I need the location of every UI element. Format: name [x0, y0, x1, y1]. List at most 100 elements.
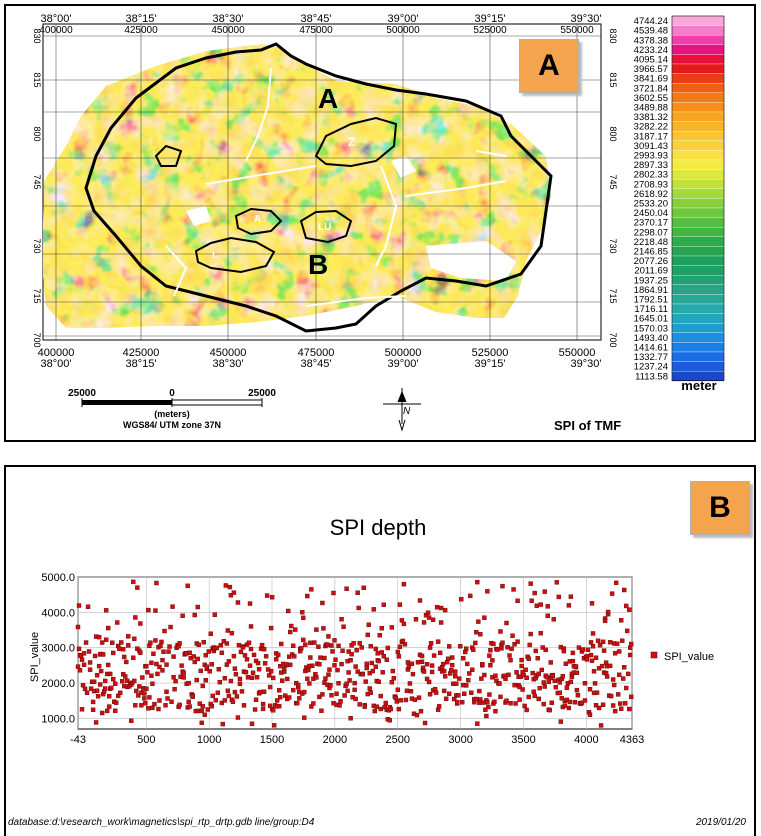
data-point	[437, 650, 443, 656]
data-point	[618, 618, 624, 623]
data-point	[311, 701, 316, 706]
data-point	[618, 706, 624, 711]
data-point	[626, 671, 631, 677]
data-point	[277, 663, 283, 669]
data-point	[214, 645, 220, 651]
data-point	[549, 700, 554, 705]
data-point	[83, 640, 89, 645]
data-point	[180, 613, 185, 618]
data-point	[99, 710, 105, 716]
data-point	[584, 657, 590, 662]
data-point	[537, 685, 542, 691]
data-point	[282, 666, 287, 671]
lat-label-left: 745	[32, 174, 42, 189]
top-lon-label: 38°45'	[301, 13, 332, 25]
data-point	[146, 706, 151, 711]
legend-swatch	[671, 303, 725, 314]
data-point	[262, 661, 268, 666]
data-point	[314, 675, 319, 680]
legend-series-name: SPI_value	[664, 651, 714, 663]
data-point	[395, 687, 401, 692]
data-point	[523, 667, 528, 672]
data-point	[247, 601, 253, 606]
legend-value: 1716.11	[634, 304, 668, 315]
data-point	[490, 658, 495, 663]
legend-swatch	[671, 188, 725, 199]
data-point	[406, 664, 412, 669]
data-point	[209, 703, 214, 709]
data-point	[457, 676, 462, 681]
data-point	[222, 698, 228, 703]
data-point	[245, 675, 251, 680]
data-point	[203, 678, 208, 683]
data-point	[396, 706, 402, 712]
data-point	[237, 681, 243, 687]
data-point	[562, 703, 568, 708]
data-point	[222, 676, 228, 681]
bottom-utm-label: 425000	[123, 347, 160, 359]
data-point	[169, 699, 174, 704]
data-point	[164, 689, 169, 694]
data-point	[133, 615, 138, 620]
data-point	[334, 691, 339, 697]
data-point	[517, 684, 522, 690]
legend-value: 3187.17	[634, 131, 668, 142]
legend-value: 4095.14	[634, 55, 668, 66]
legend-value: 2218.48	[634, 237, 668, 248]
data-point	[228, 593, 234, 598]
lat-label-left: 815	[32, 72, 42, 87]
bottom-lon-label: 39°00'	[388, 358, 419, 370]
data-point	[150, 681, 155, 687]
data-point	[278, 641, 284, 647]
data-point	[87, 660, 93, 665]
data-point	[461, 656, 466, 661]
data-point	[484, 713, 489, 719]
legend-swatch	[671, 111, 725, 122]
data-point	[196, 642, 201, 648]
y-tick-label: 4000.0	[41, 607, 75, 619]
data-point	[102, 686, 108, 691]
data-point	[232, 689, 238, 695]
data-point	[213, 697, 219, 703]
data-point	[441, 668, 447, 674]
lat-label-right: 800	[608, 126, 618, 141]
data-point	[237, 676, 243, 682]
data-point	[139, 703, 144, 708]
data-point	[511, 587, 516, 592]
data-point	[329, 693, 334, 698]
data-point	[373, 646, 378, 652]
top-lon-label: 38°00'	[41, 13, 72, 25]
data-point	[266, 673, 272, 678]
data-point	[443, 696, 449, 701]
data-point	[126, 643, 131, 648]
data-point	[397, 644, 403, 649]
panel-a-badge: A	[519, 39, 579, 93]
data-point	[608, 693, 614, 699]
data-point	[551, 617, 556, 622]
data-point	[217, 679, 223, 685]
series-spi-value	[75, 579, 634, 728]
data-point	[157, 664, 162, 670]
data-point	[519, 663, 524, 669]
data-point	[405, 660, 411, 665]
data-point	[246, 640, 252, 645]
data-point	[300, 610, 305, 615]
data-point	[357, 640, 362, 646]
data-point	[307, 681, 312, 686]
data-point	[498, 629, 503, 634]
left-latitude-labels: 830 815 800 745 730 715 700	[32, 28, 42, 347]
data-point	[574, 670, 580, 676]
data-point	[279, 678, 285, 683]
data-point	[378, 693, 383, 699]
data-point	[360, 672, 365, 677]
data-point	[268, 669, 274, 674]
scale-units: (meters)	[154, 409, 190, 419]
data-point	[623, 701, 628, 706]
data-point	[82, 686, 88, 692]
data-point	[157, 698, 162, 703]
north-label: N	[403, 406, 411, 417]
data-point	[197, 701, 202, 706]
data-point	[499, 646, 504, 651]
data-point	[77, 668, 83, 673]
data-point	[234, 694, 240, 699]
